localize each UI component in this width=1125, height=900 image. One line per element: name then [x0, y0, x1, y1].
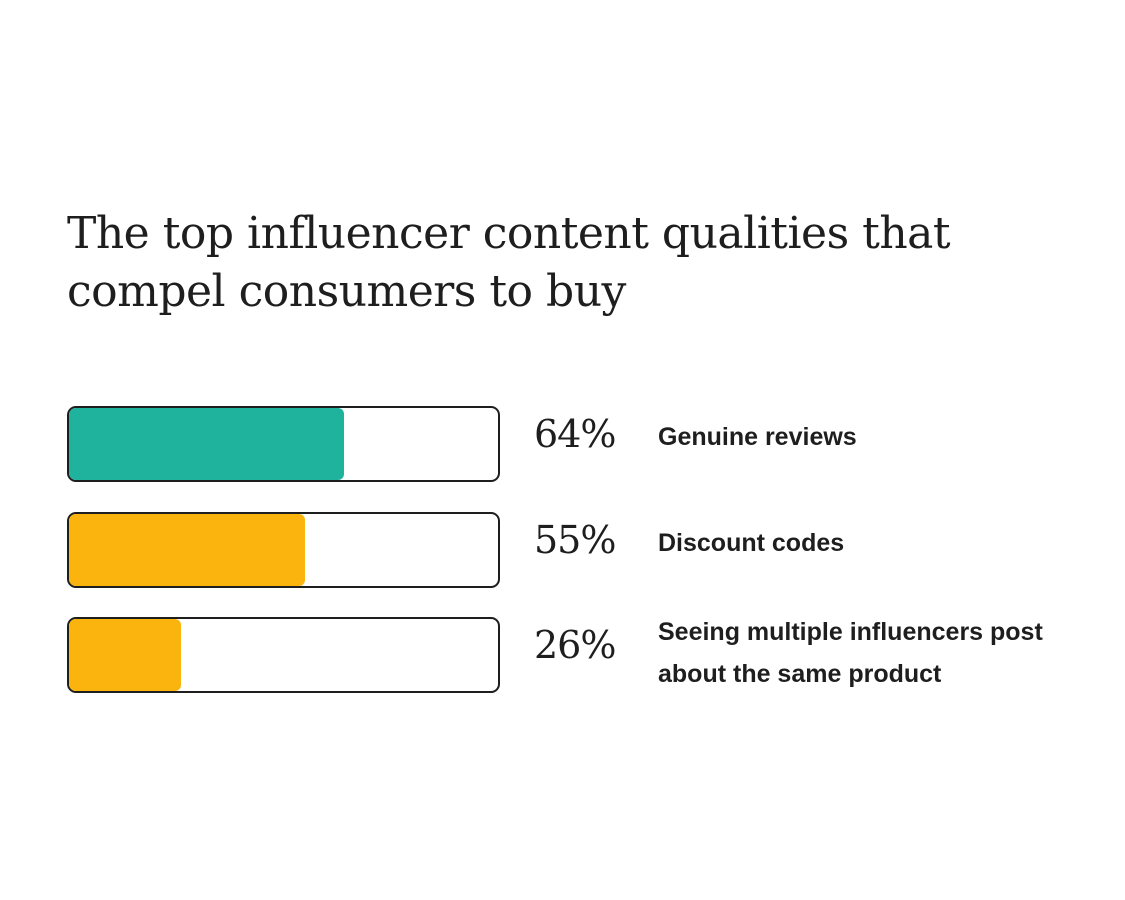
category-label: Genuine reviews [658, 423, 857, 451]
bar-track [67, 617, 500, 693]
bar-track [67, 512, 500, 588]
bar-row: 64% Genuine reviews [67, 406, 1107, 482]
category-label: Seeing multiple influencers post about t… [658, 618, 1043, 688]
category-label: Discount codes [658, 529, 845, 557]
bar-track [67, 406, 500, 482]
bar-fill-discount-codes [69, 514, 305, 586]
bar-fill-multiple-influencers [69, 619, 181, 691]
value-label: 26% [534, 623, 616, 667]
value-label: 64% [534, 412, 616, 456]
chart-title: The top influencer content qualities tha… [67, 208, 951, 317]
bar-fill-genuine-reviews [69, 408, 344, 480]
value-label: 55% [534, 518, 616, 562]
bar-row: 55% Discount codes [67, 512, 1107, 588]
bar-row: 26% Seeing multiple influencers post abo… [67, 617, 1107, 693]
